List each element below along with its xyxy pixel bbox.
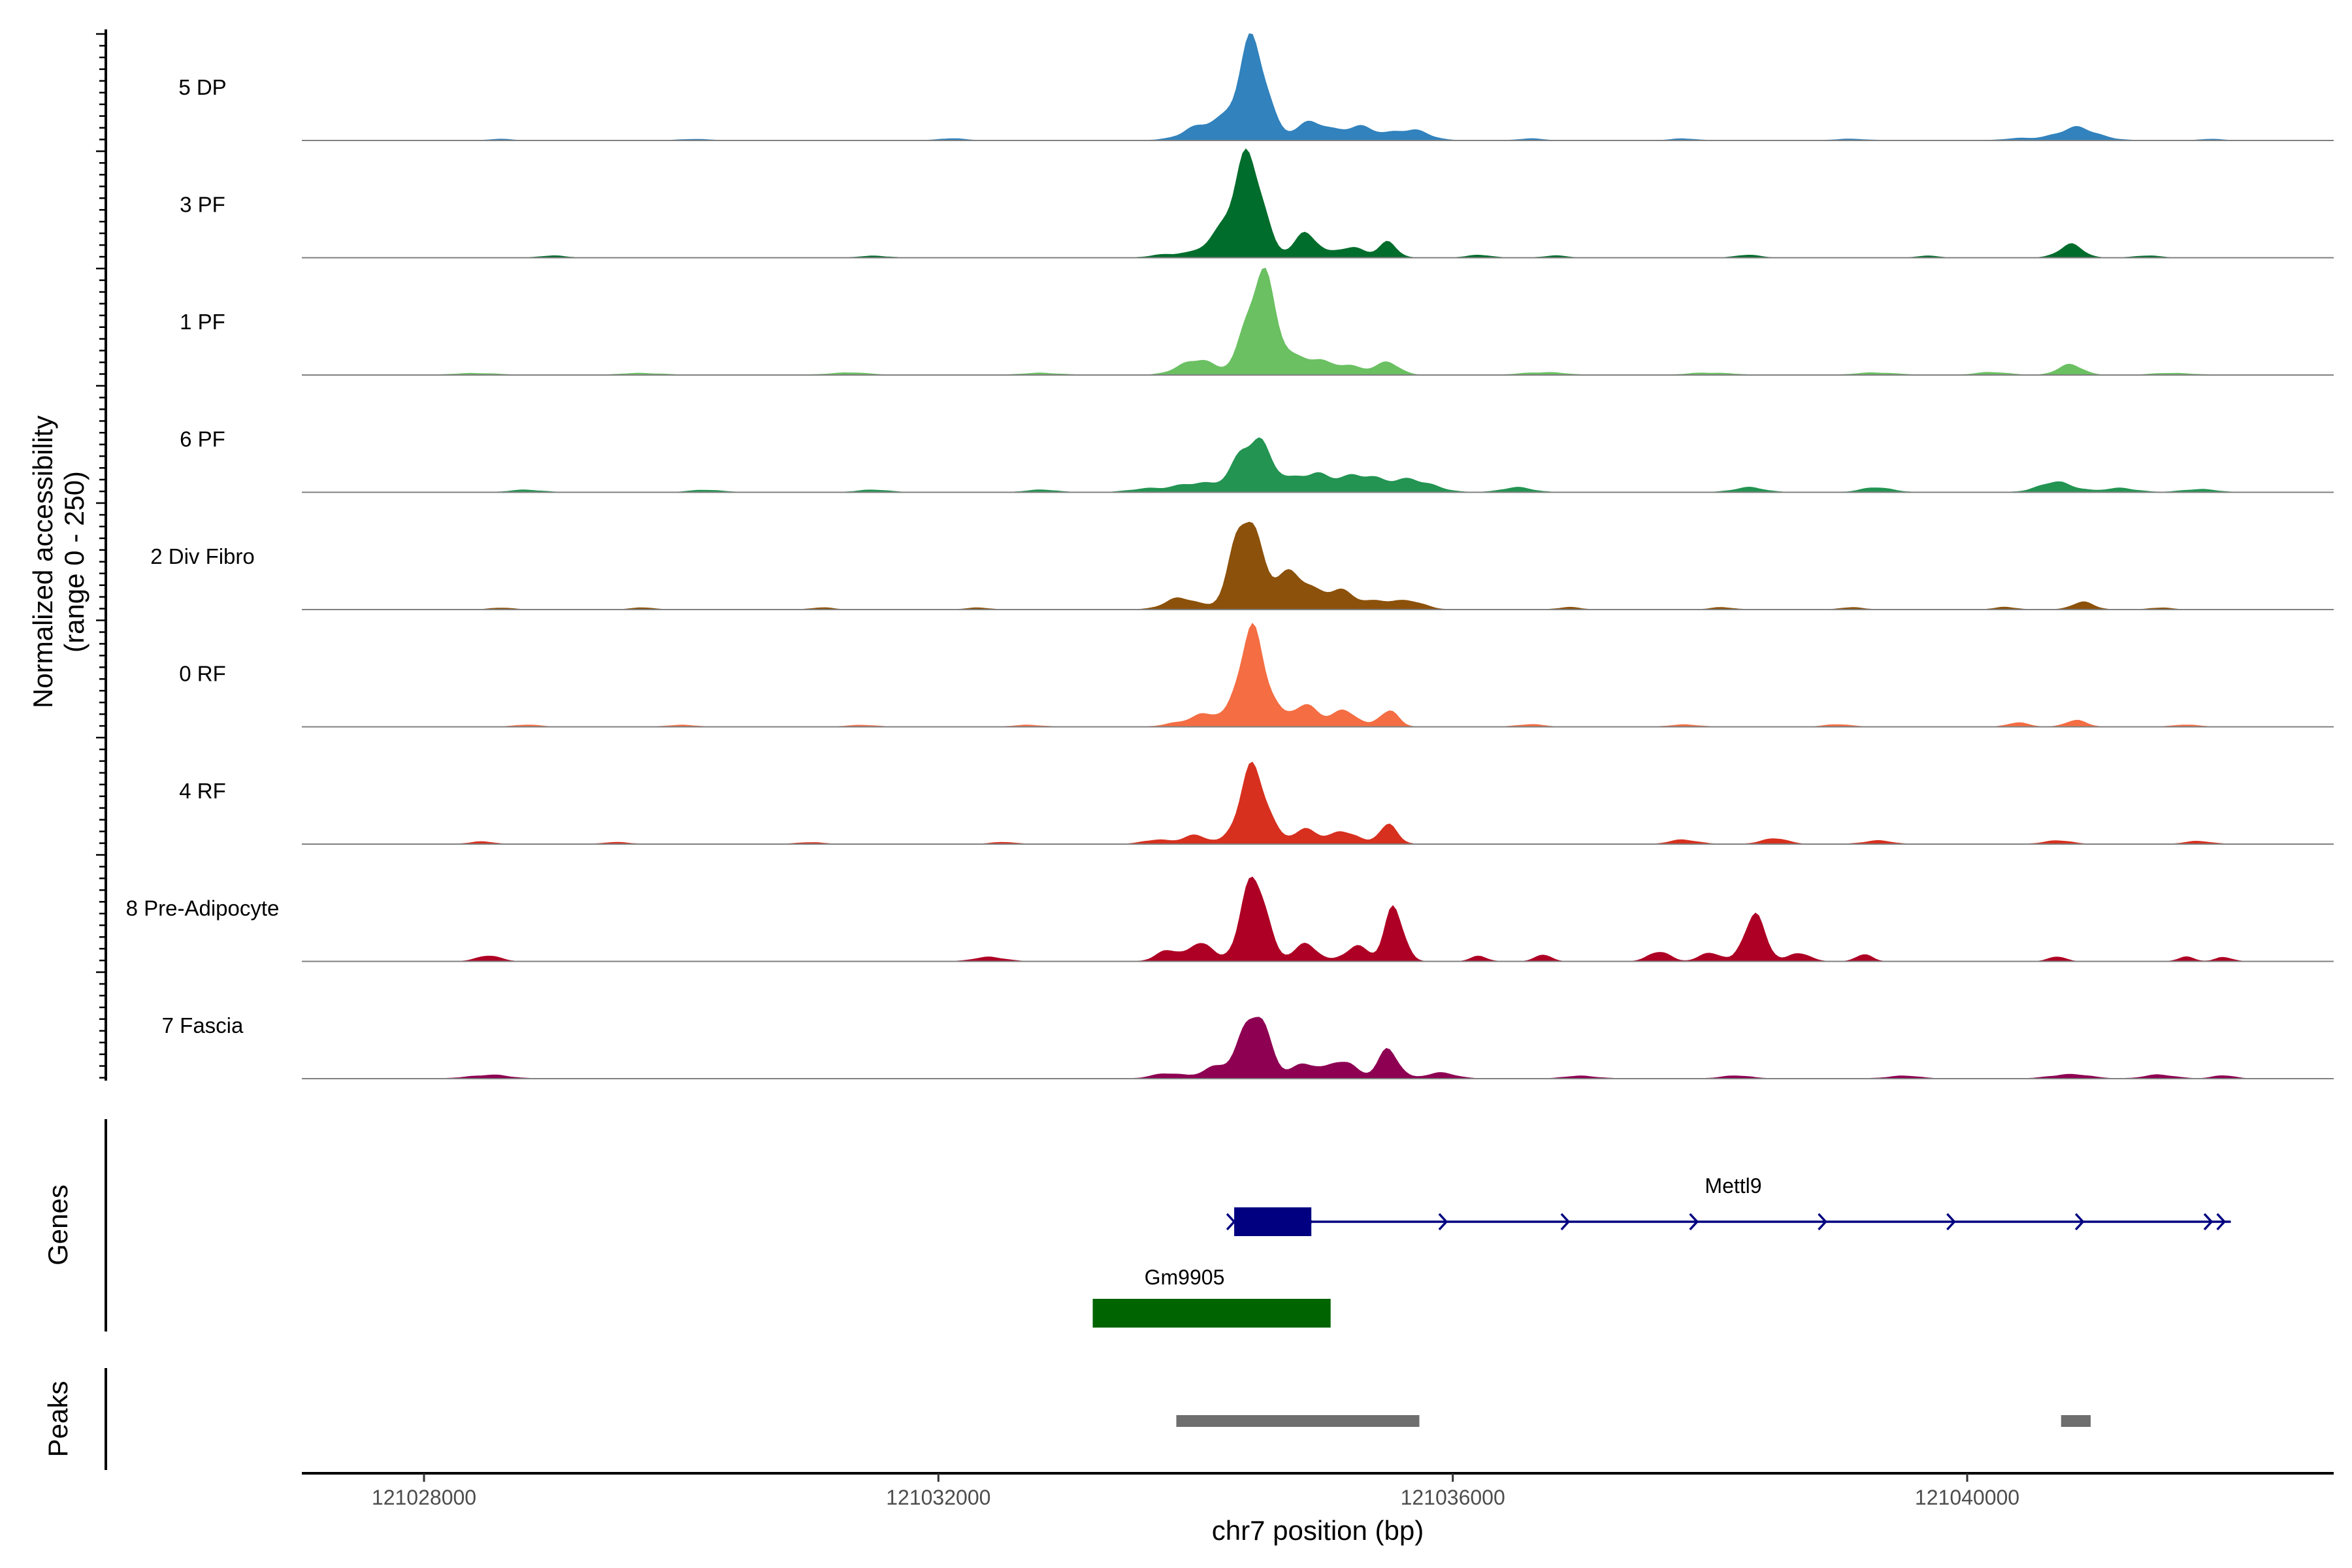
- y-axis-title-line2: (range 0 - 250): [59, 471, 90, 653]
- coverage-area: [302, 623, 2334, 727]
- track-7-fascia: 7 Fascia: [162, 1013, 2334, 1079]
- y-axis-title-line1: Normalized accessibility: [27, 416, 58, 708]
- coverage-area: [302, 521, 2334, 610]
- track-8-pre-adipocyte: 8 Pre-Adipocyte: [126, 876, 2334, 962]
- x-axis-ticks: 121028000 121032000 121036000 121040000: [372, 1473, 2019, 1509]
- coverage-y-ticks: [96, 33, 106, 1079]
- peaks-track-title: Peaks: [42, 1381, 73, 1458]
- coverage-area: [302, 148, 2334, 258]
- strand-arrow: [1226, 1213, 1236, 1231]
- genes-track-title: Genes: [42, 1184, 73, 1266]
- peak-region: [1176, 1415, 1420, 1427]
- strand-arrow: [1689, 1213, 1699, 1231]
- strand-arrow: [2216, 1213, 2227, 1231]
- strand-arrow: [1438, 1213, 1448, 1231]
- x-tick-label: 121028000: [372, 1486, 476, 1509]
- genes-track: Mettl9 Gm9905: [1092, 1174, 2231, 1328]
- strand-arrow: [2074, 1213, 2085, 1231]
- coverage-area: [302, 267, 2334, 376]
- coverage-area: [302, 876, 2334, 962]
- gene-label: Gm9905: [1145, 1266, 1225, 1289]
- gene-gm9905: Gm9905: [1092, 1266, 1331, 1328]
- track-4-rf: 4 RF: [179, 761, 2334, 845]
- strand-arrow: [1946, 1213, 1956, 1231]
- x-tick-label: 121040000: [1915, 1486, 2019, 1509]
- track-3-pf: 3 PF: [180, 148, 2334, 259]
- track-label: 5 DP: [178, 75, 226, 99]
- track-6-pf: 6 PF: [180, 427, 2334, 493]
- strand-arrow: [2203, 1213, 2213, 1231]
- track-label: 0 RF: [179, 662, 226, 686]
- track-label: 3 PF: [180, 193, 225, 217]
- x-tick-label: 121036000: [1401, 1486, 1505, 1509]
- track-label: 2 Div Fibro: [150, 544, 255, 568]
- track-label: 7 Fascia: [162, 1013, 244, 1037]
- coverage-area: [302, 437, 2334, 493]
- coverage-area: [302, 33, 2334, 141]
- coverage-area: [302, 761, 2334, 845]
- x-tick-label: 121032000: [886, 1486, 990, 1509]
- track-label: 4 RF: [179, 779, 226, 803]
- strand-arrow: [1818, 1213, 1827, 1231]
- x-axis-title: chr7 position (bp): [1212, 1515, 1424, 1546]
- track-5-dp: 5 DP: [178, 33, 2334, 141]
- track-label: 8 Pre-Adipocyte: [126, 896, 280, 921]
- track-1-pf: 1 PF: [180, 267, 2334, 376]
- peak-region: [2061, 1415, 2091, 1427]
- gene-mettl9: Mettl9: [1226, 1174, 2231, 1236]
- strand-arrow: [1560, 1213, 1571, 1231]
- gene-body: [1092, 1299, 1331, 1328]
- peaks-track: [1176, 1415, 2091, 1427]
- track-label: 1 PF: [180, 310, 225, 334]
- track-label: 6 PF: [180, 427, 225, 451]
- track-0-rf: 0 RF: [179, 623, 2334, 728]
- track-2-div-fibro: 2 Div Fibro: [150, 521, 2334, 610]
- strand-arrow: [1303, 1213, 1313, 1231]
- coverage-tracks: 5 DP 3 PF 1 PF 6 PF 2 Div Fibro 0 RF 4 RF 8 Pre…: [126, 33, 2334, 1079]
- gene-label: Mettl9: [1705, 1174, 1761, 1198]
- gene-exon: [1234, 1207, 1312, 1236]
- coverage-area: [302, 1017, 2334, 1079]
